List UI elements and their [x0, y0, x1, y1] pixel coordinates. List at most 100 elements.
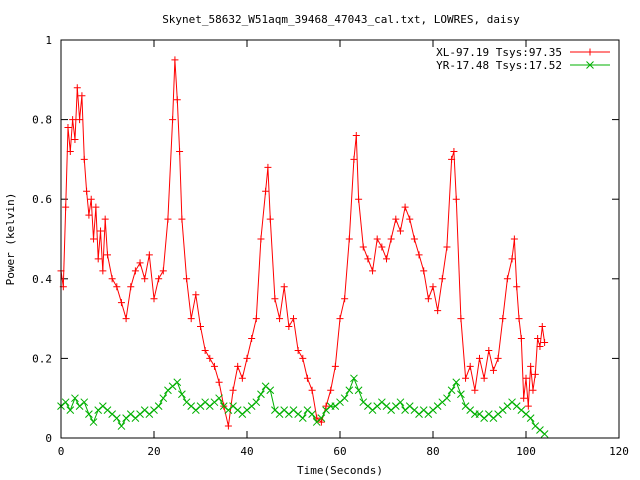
data-point [92, 203, 100, 211]
data-point [331, 362, 339, 370]
data-point [276, 315, 284, 323]
data-point [345, 235, 353, 243]
data-point [327, 386, 335, 394]
data-point [192, 291, 200, 299]
data-point [266, 215, 274, 223]
data-point [415, 251, 423, 259]
data-point [69, 116, 77, 124]
data-point [457, 390, 465, 399]
data-point [66, 406, 75, 414]
data-point [526, 414, 535, 422]
data-point [73, 84, 81, 92]
data-point [97, 227, 105, 235]
data-point [401, 203, 409, 211]
data-point [234, 362, 242, 370]
data-point [452, 378, 461, 387]
data-point [94, 255, 102, 263]
y-tick-label: 0.2 [32, 352, 52, 365]
data-point [466, 362, 474, 370]
data-point [336, 315, 344, 323]
data-point [524, 402, 532, 410]
data-point [438, 275, 446, 283]
data-point [462, 374, 470, 382]
data-point [520, 394, 528, 402]
data-point [99, 267, 107, 275]
data-point [352, 132, 360, 140]
data-point [206, 354, 214, 362]
data-point [85, 410, 93, 418]
data-point [308, 410, 316, 418]
data-point [527, 362, 535, 370]
data-point [443, 394, 451, 403]
data-point [257, 390, 265, 399]
data-point [262, 187, 270, 195]
data-point [322, 402, 330, 410]
y-axis: 0 0.2 0.4 0.6 0.8 1 [32, 34, 619, 445]
legend-label: YR-17.48 Tsys:17.52 [436, 59, 562, 72]
data-point [108, 275, 116, 283]
data-point [341, 295, 349, 303]
data-point [494, 354, 502, 362]
data-point [131, 267, 139, 275]
data-point [61, 398, 70, 407]
data-point [159, 267, 167, 275]
y-tick-label: 0.4 [32, 273, 52, 286]
data-point [471, 386, 479, 394]
data-point [303, 374, 311, 382]
y-tick-label: 0.6 [32, 193, 52, 206]
data-point [266, 386, 275, 395]
data-point [396, 398, 405, 407]
data-point [540, 430, 549, 438]
legend-marker [586, 48, 594, 56]
data-point [252, 398, 261, 407]
data-point [176, 147, 184, 155]
x-tick-label: 40 [240, 445, 253, 458]
x-tick-label: 120 [609, 445, 629, 458]
x-tick-label: 100 [516, 445, 536, 458]
data-point [522, 374, 530, 382]
data-point [90, 235, 98, 243]
y-tick-label: 0.8 [32, 114, 52, 127]
data-point [378, 243, 386, 251]
data-point [145, 251, 153, 259]
x-tick-label: 80 [426, 445, 439, 458]
data-point [66, 147, 74, 155]
data-point [136, 259, 144, 267]
data-point [529, 386, 537, 394]
data-point [517, 335, 525, 342]
data-point [290, 315, 297, 323]
series-layer [57, 56, 549, 438]
data-point [538, 323, 546, 331]
x-tick-label: 60 [333, 445, 346, 458]
data-point [127, 283, 135, 291]
data-point [89, 418, 98, 426]
data-point [350, 374, 358, 383]
data-point [429, 283, 437, 291]
y-tick-label: 0 [45, 432, 52, 445]
data-point [294, 346, 302, 354]
data-point [83, 187, 91, 195]
data-point [85, 211, 93, 219]
data-point [443, 243, 451, 251]
data-point [141, 275, 149, 283]
data-point [285, 323, 293, 331]
data-point [383, 255, 390, 263]
data-point [159, 394, 168, 403]
legend-marker [586, 61, 594, 69]
data-point [434, 307, 442, 315]
data-point [299, 354, 307, 362]
data-point [112, 414, 121, 422]
data-point [187, 315, 195, 323]
series-line [60, 376, 545, 435]
data-point [531, 370, 539, 378]
chart-title: Skynet_58632_W51aqm_39468_47043_cal.txt,… [162, 13, 520, 26]
data-point [229, 386, 237, 394]
data-point [238, 374, 246, 382]
data-point [340, 394, 349, 403]
data-point [154, 402, 163, 411]
data-point [513, 283, 521, 291]
plot-frame [60, 39, 620, 439]
data-point [541, 338, 549, 346]
data-point [448, 155, 456, 163]
data-point [317, 418, 325, 426]
